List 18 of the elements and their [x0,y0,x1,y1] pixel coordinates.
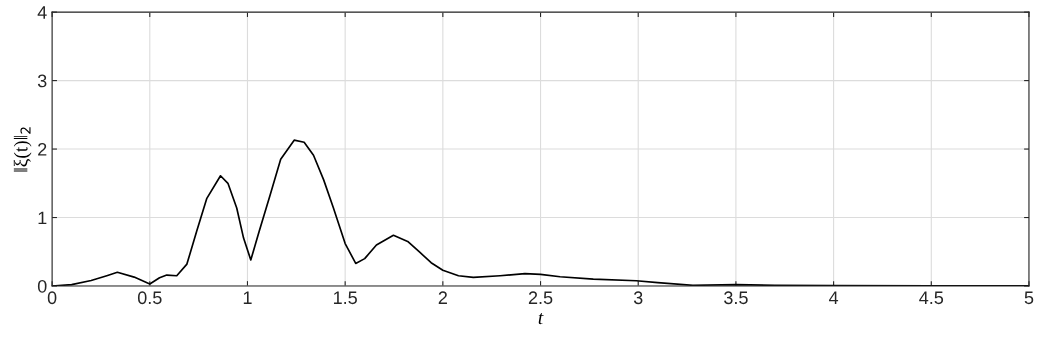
y-tick-label: 2 [38,142,47,156]
y-tick-label: 4 [37,6,47,19]
x-tick-label: 1 [243,291,252,304]
y-tick-label: 3 [37,74,47,88]
y-tick-label: 0 [37,279,47,293]
x-tick-label: 0 [47,291,57,305]
y-axis-title: ‖ξ(t)‖$_{2}$ [13,127,32,172]
x-axis-title: t [538,313,544,325]
x-tick-label: 5 [1024,291,1034,305]
x-tick-label: 0.5 [137,291,162,305]
x-tick-label: 2.5 [528,291,553,305]
x-tick-label: 4 [828,291,839,304]
x-tick-label: 3 [633,291,643,305]
x-tick-label: 1.5 [333,291,357,305]
x-tick-label: 2 [438,291,447,304]
x-tick-label: 3.5 [724,291,748,305]
x-tick-label: 4.5 [919,291,944,305]
y-tick-label: 1 [38,211,47,225]
